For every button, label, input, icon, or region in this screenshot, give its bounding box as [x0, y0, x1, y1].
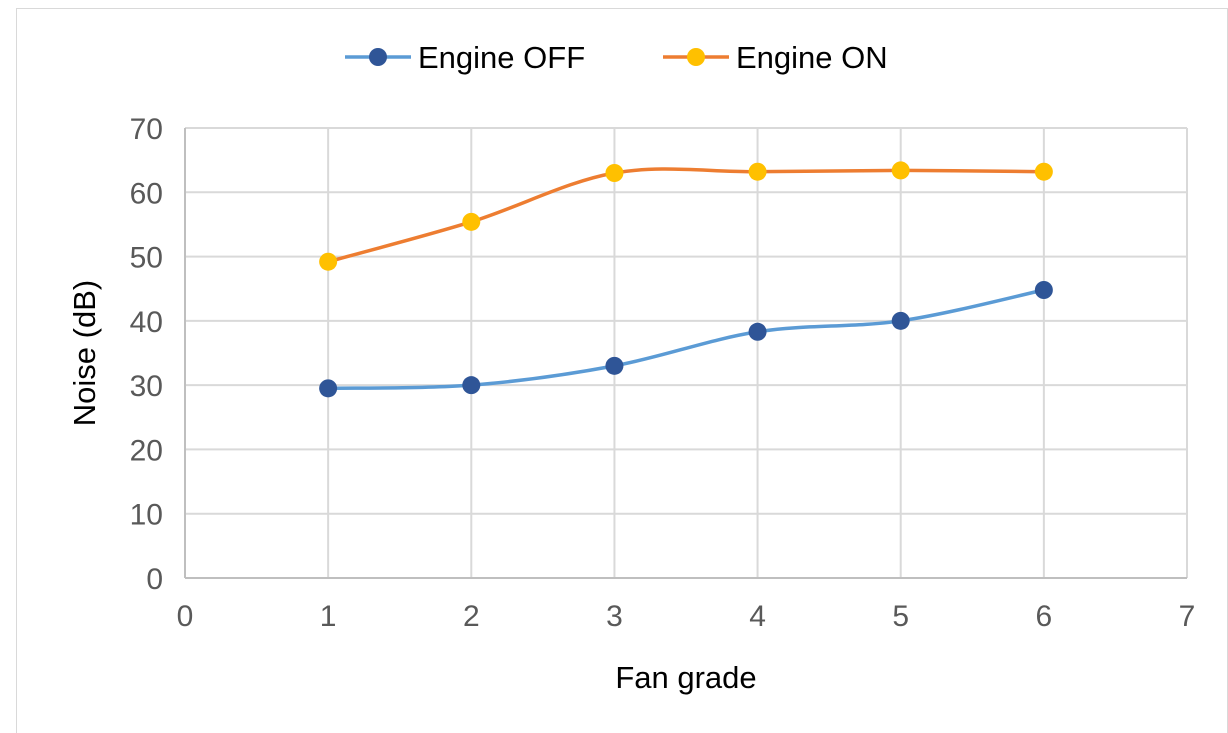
data-point: [891, 161, 910, 180]
legend-marker: [369, 48, 387, 66]
x-tick-label: 3: [606, 600, 623, 633]
data-point: [748, 322, 767, 341]
y-tick-label: 50: [130, 242, 163, 275]
series-line: [328, 288, 1045, 391]
y-tick-label: 0: [146, 563, 163, 596]
data-point: [319, 379, 338, 398]
legend-item: Engine OFF: [345, 40, 585, 75]
data-point: [462, 376, 481, 395]
data-point: [605, 164, 624, 182]
x-tick-label: 1: [320, 600, 337, 633]
x-tick-labels: 0 1 2 3 4 5 6 7: [177, 600, 1196, 633]
x-tick-label: 0: [177, 600, 194, 633]
data-point: [748, 162, 767, 181]
x-tick-label: 6: [1036, 600, 1053, 633]
data-point: [891, 311, 910, 330]
legend: Engine OFF Engine ON: [345, 40, 888, 75]
data-point: [1034, 281, 1053, 299]
data-point: [319, 252, 338, 271]
x-tick-label: 5: [892, 600, 909, 633]
y-tick-labels: 0 10 20 30 40 50 60 70: [130, 113, 163, 596]
data-point: [462, 212, 481, 231]
series-engine-off: [319, 281, 1053, 398]
y-tick-label: 40: [130, 306, 163, 339]
y-tick-label: 70: [130, 113, 163, 146]
x-tick-label: 4: [749, 600, 766, 633]
x-tick-label: 7: [1179, 600, 1196, 633]
y-tick-label: 10: [130, 499, 163, 532]
legend-label: Engine OFF: [418, 40, 585, 75]
legend-label: Engine ON: [736, 40, 888, 75]
y-tick-label: 60: [130, 177, 163, 210]
data-point: [605, 356, 624, 375]
series-layer: [319, 161, 1053, 398]
y-axis-title: Noise (dB): [67, 280, 102, 426]
y-tick-label: 20: [130, 434, 163, 467]
axes-layer: [184, 128, 1187, 579]
x-axis-title: Fan grade: [615, 660, 756, 695]
series-engine-on: [319, 161, 1053, 271]
legend-item: Engine ON: [663, 40, 888, 75]
legend-marker: [687, 48, 705, 66]
x-tick-label: 2: [463, 600, 480, 633]
grid-layer: [184, 127, 1188, 579]
data-point: [1034, 162, 1053, 181]
y-tick-label: 30: [130, 370, 163, 403]
series-line: [327, 167, 1044, 264]
